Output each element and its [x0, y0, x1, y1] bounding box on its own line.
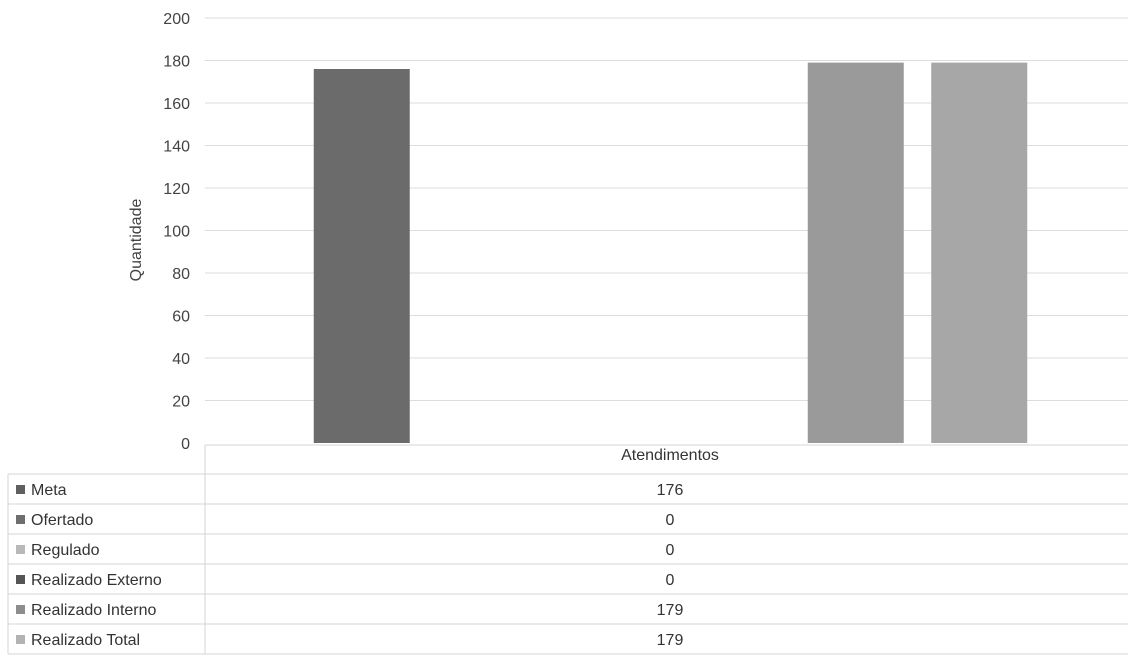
- legend-swatch: [16, 545, 25, 554]
- legend-swatch: [16, 605, 25, 614]
- legend-label: Meta: [31, 482, 67, 499]
- data-table: Atendimentos Meta 176 Ofertado 0 Regulado 0 Re…: [7, 444, 1128, 655]
- table-value: 0: [666, 572, 675, 589]
- legend-label: Realizado Externo: [31, 572, 162, 589]
- table-value: 0: [666, 512, 675, 529]
- legend-label: Ofertado: [31, 512, 93, 529]
- legend-swatch: [16, 635, 25, 644]
- legend-label: Realizado Interno: [31, 602, 157, 619]
- y-tick-label: 20: [172, 394, 190, 411]
- table-value: 0: [666, 542, 675, 559]
- y-axis-label: Quantidade: [128, 199, 145, 282]
- bar-realizado-interno: [807, 62, 904, 443]
- y-tick-label: 200: [163, 11, 190, 28]
- legend-label: Realizado Total: [31, 632, 140, 649]
- y-tick-label: 120: [163, 181, 190, 198]
- y-tick-label: 80: [172, 266, 190, 283]
- y-tick-label: 140: [163, 139, 190, 156]
- bar-meta: [313, 69, 410, 443]
- legend-swatch: [16, 575, 25, 584]
- table-header-atendimentos: Atendimentos: [621, 447, 719, 464]
- table-value: 179: [657, 632, 684, 649]
- y-tick-label: 0: [181, 436, 190, 453]
- table-value: 176: [657, 482, 684, 499]
- y-tick-label: 100: [163, 224, 190, 241]
- y-tick-label: 180: [163, 54, 190, 71]
- bar-realizado-total: [931, 62, 1028, 443]
- legend-swatch: [16, 515, 25, 524]
- legend-swatch: [16, 485, 25, 494]
- bars: [313, 62, 1028, 443]
- table-value: 179: [657, 602, 684, 619]
- y-tick-label: 40: [172, 351, 190, 368]
- y-tick-label: 60: [172, 309, 190, 326]
- y-tick-label: 160: [163, 96, 190, 113]
- legend-label: Regulado: [31, 542, 100, 559]
- y-axis-ticks: 0 20 40 60 80 100 120 140 160 180 200: [163, 11, 190, 453]
